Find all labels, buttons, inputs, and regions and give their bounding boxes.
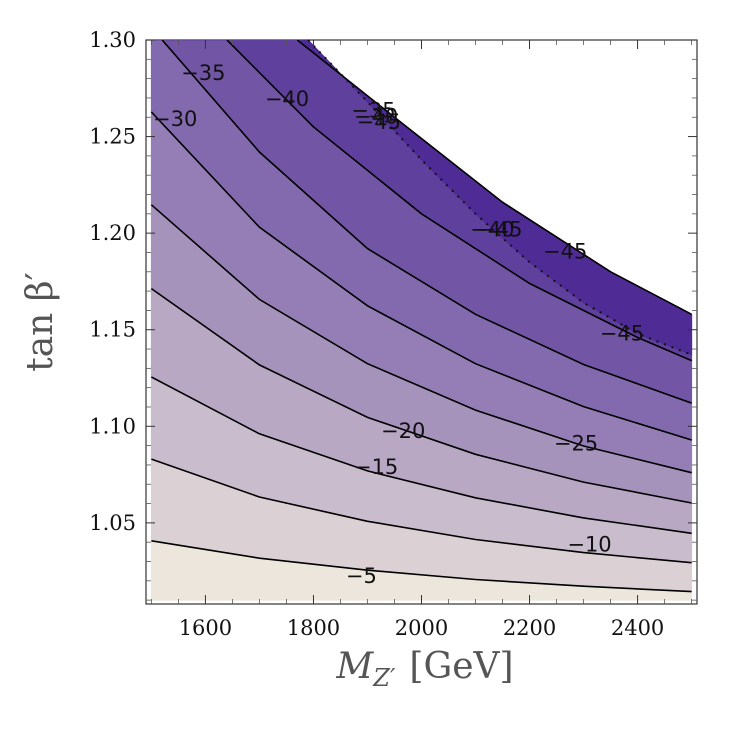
contour-line [150,204,692,474]
x-axis-label-sub: Z′ [372,664,396,692]
contour-label: −25 [554,432,598,456]
x-axis-label: MZ′ [GeV] [335,646,513,692]
contour-label: −15 [354,455,398,479]
contour-label: −20 [381,419,425,443]
contour-bands [150,40,693,601]
region-boundary [307,39,692,356]
contour-label: −30 [153,107,197,131]
y-tick-label: 1.15 [89,318,136,342]
y-tick-label: 1.30 [89,28,136,52]
x-tick-label: 2200 [503,616,556,640]
y-tick-label: 1.20 [89,221,136,245]
axis-ticks: 1600 1800 2000 2200 2400 1.05 1.10 1.15 1.20 1.25… [89,28,697,640]
contour-label: −45 [357,110,401,134]
contour-label: −45 [478,217,522,241]
contour-lines [150,40,692,593]
y-tick-label: 1.10 [89,414,136,438]
contour-line [151,540,692,593]
x-axis-label-main: M [335,646,374,687]
contour-labels: −5−10−15−20−25−30−35−40−45−45−40−45−35−4… [153,61,644,588]
contour-label: −10 [567,533,611,557]
x-tick-label: 2000 [395,616,448,640]
contour-line [161,40,692,404]
contour-label: −40 [470,217,514,241]
contour-line [151,458,692,564]
region-boundary-line [307,39,692,356]
contour-label: −5 [346,564,377,588]
y-tick-label: 1.05 [89,511,136,535]
x-tick-label: 2400 [611,616,664,640]
contour-line [150,287,692,504]
x-tick-label: 1800 [287,616,340,640]
svg-text:MZ′[GeV]: MZ′ [GeV] [335,646,513,692]
y-tick-label: 1.25 [89,125,136,149]
contour-line [150,111,692,441]
x-axis-label-unit: [GeV] [409,646,513,687]
contour-label: −40 [265,87,309,111]
contour-line [226,40,692,362]
contour-line [296,40,692,316]
x-tick-label: 1600 [179,616,232,640]
y-axis-label: tan β′ [20,272,61,372]
contour-label: −35 [181,61,225,85]
contour-label: −45 [543,240,587,264]
contour-label: −45 [600,322,644,346]
contour-label: −35 [351,99,395,123]
contour-label: −40 [354,104,398,128]
contour-line [151,376,692,535]
